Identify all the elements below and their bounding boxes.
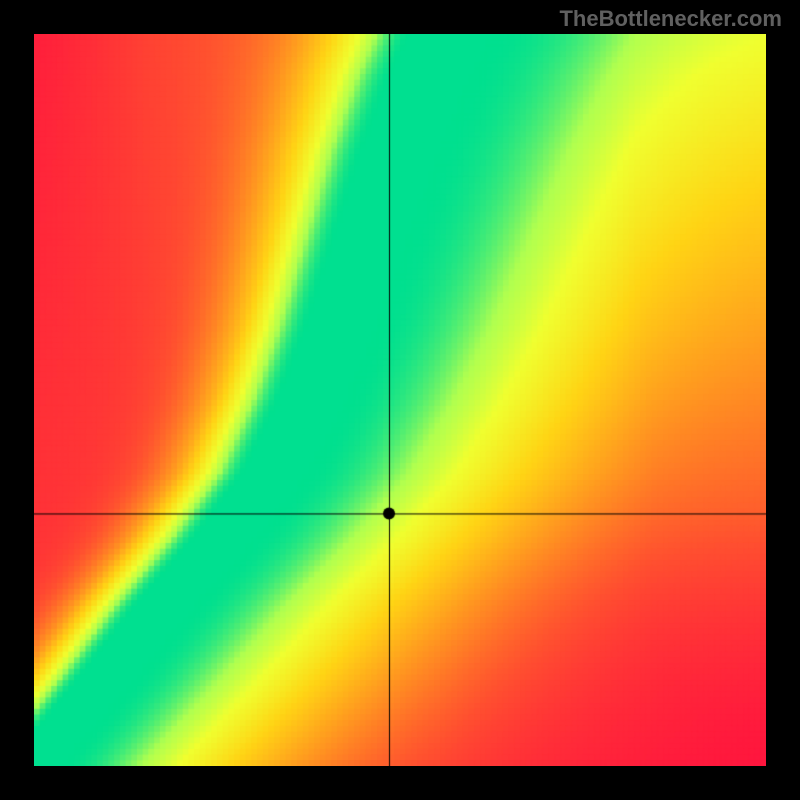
heatmap-canvas <box>34 34 766 766</box>
watermark-text: TheBottlenecker.com <box>559 6 782 32</box>
heatmap-plot <box>34 34 766 766</box>
